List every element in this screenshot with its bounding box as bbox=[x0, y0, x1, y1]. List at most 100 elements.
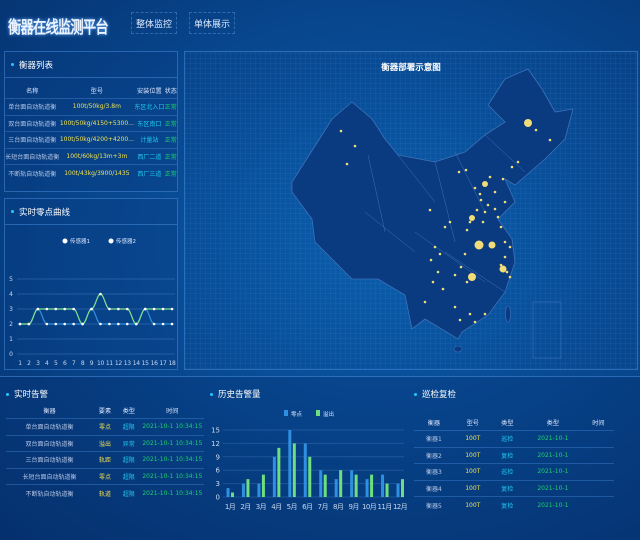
table-cell: 复检 bbox=[491, 446, 523, 464]
data-point bbox=[72, 322, 75, 326]
site-marker bbox=[481, 220, 485, 224]
table-cell: 100T bbox=[453, 446, 492, 464]
site-marker bbox=[496, 215, 500, 219]
data-point bbox=[152, 322, 156, 326]
device-list-panel: 衡器列表 名称 型号 安装位置 状态 单台面自动轨道衡 100t/50kg/3.8m 东区… bbox=[4, 51, 178, 192]
col-header: 型号 bbox=[90, 87, 104, 95]
site-marker bbox=[453, 305, 457, 309]
x-tick-label: 4 bbox=[45, 360, 49, 367]
site-marker bbox=[499, 263, 503, 267]
china-map[interactable] bbox=[185, 52, 639, 371]
table-row[interactable]: 不断轨自动轨道衡 轨道 超限 2021-10-1 10:34:15 bbox=[6, 484, 204, 501]
x-tick-label: 7 bbox=[72, 360, 76, 367]
table-cell: 100t/50kg/4150+5300... bbox=[59, 114, 135, 132]
x-tick-label: 5月 bbox=[287, 503, 297, 511]
x-tick-label: 7月 bbox=[318, 503, 328, 511]
site-marker bbox=[479, 198, 483, 202]
province-border bbox=[454, 151, 486, 213]
bar bbox=[292, 443, 296, 497]
x-tick-label: 12 bbox=[115, 360, 123, 367]
table-row[interactable]: 衡器5 100T 复检 2021-10-1 bbox=[414, 496, 614, 513]
data-point bbox=[125, 322, 129, 326]
inspection-panel: 巡检复检 衡器 型号 类型 类型 时间 衡器1 100T 巡检 2021-10-1 衡器2 100… bbox=[414, 388, 614, 513]
legend-marker bbox=[108, 238, 114, 244]
table-row[interactable]: 不断轨自动轨道衡 100t/43kg/3900/1435 西厂三道 正常 bbox=[5, 164, 177, 181]
table-cell: 东区南口 bbox=[134, 114, 165, 132]
table-row[interactable]: 单台面自动轨道衡 零点 超限 2021-10-1 10:34:15 bbox=[6, 418, 204, 435]
site-marker bbox=[469, 215, 475, 221]
site-marker bbox=[436, 270, 440, 274]
site-marker bbox=[499, 265, 507, 273]
table-cell bbox=[582, 446, 614, 464]
bar bbox=[303, 443, 307, 497]
table-row[interactable]: 双台面自动轨道衡 溢出 异常 2021-10-1 10:34:15 bbox=[6, 434, 204, 452]
table-row[interactable]: 三台面自动轨道衡 100t/50kg/4200+4200... 计量站 正常 bbox=[5, 131, 177, 148]
data-point bbox=[63, 322, 67, 326]
table-cell: 异常 bbox=[116, 434, 141, 452]
nav-single-view[interactable]: 单体展示 bbox=[189, 12, 235, 34]
x-tick-label: 6 bbox=[63, 360, 67, 367]
panel-title: 衡器列表 bbox=[19, 60, 54, 71]
site-marker bbox=[429, 258, 433, 262]
table-row[interactable]: 长短台面自动轨道衡 零点 超限 2021-10-1 10:34:15 bbox=[6, 467, 204, 485]
table-row[interactable]: 衡器1 100T 巡检 2021-10-1 bbox=[414, 430, 614, 447]
data-point bbox=[161, 307, 165, 311]
legend-marker bbox=[62, 238, 68, 244]
bullet-icon bbox=[11, 210, 14, 213]
table-row[interactable]: 三台面自动轨道衡 轨距 超限 2021-10-1 10:34:15 bbox=[6, 451, 204, 468]
table-row[interactable]: 长短台面自动轨道衡 100t/60kg/13m+3m 西厂二道 正常 bbox=[5, 147, 177, 165]
table-cell: 单台面自动轨道衡 bbox=[5, 98, 60, 115]
alarm-table: 衡器 要素 类型 时间 单台面自动轨道衡 零点 超限 2021-10-1 10:34:15 双… bbox=[6, 402, 204, 501]
x-tick-label: 14 bbox=[133, 360, 141, 367]
panel-title: 历史告警量 bbox=[218, 390, 261, 400]
table-cell: 复检 bbox=[491, 479, 523, 497]
table-cell: 2021-10-1 bbox=[522, 479, 583, 497]
panel-title: 实时零点曲线 bbox=[19, 207, 71, 218]
data-point bbox=[63, 307, 67, 311]
x-tick-label: 1 bbox=[18, 360, 22, 367]
nav-overall-monitor[interactable]: 整体监控 bbox=[131, 12, 177, 34]
bar bbox=[370, 474, 374, 497]
bar bbox=[396, 483, 400, 497]
table-cell: 不断轨自动轨道衡 bbox=[5, 164, 60, 181]
site-marker bbox=[510, 165, 514, 169]
table-row[interactable]: 衡器2 100T 复检 2021-10-1 bbox=[414, 446, 614, 464]
site-marker bbox=[448, 220, 452, 224]
site-marker bbox=[524, 119, 532, 127]
data-point bbox=[90, 307, 93, 311]
table-cell: 100T bbox=[453, 496, 492, 513]
site-marker bbox=[468, 220, 472, 224]
data-point bbox=[170, 322, 174, 326]
y-tick-label: 2 bbox=[9, 321, 13, 328]
bar bbox=[288, 430, 292, 497]
table-cell: 计量站 bbox=[134, 131, 165, 148]
site-marker bbox=[488, 175, 492, 179]
table-cell: 西厂二道 bbox=[134, 147, 165, 165]
table-cell: 西厂三道 bbox=[134, 164, 165, 181]
table-cell: 2021-10-1 10:34:15 bbox=[140, 418, 204, 435]
x-tick-label: 6月 bbox=[302, 503, 312, 511]
table-cell: 溢出 bbox=[93, 434, 117, 452]
data-point bbox=[99, 322, 102, 326]
data-point bbox=[81, 322, 84, 326]
data-point bbox=[54, 307, 58, 311]
table-row[interactable]: 衡器4 100T 复检 2021-10-1 bbox=[414, 479, 614, 497]
table-cell: 三台面自动轨道衡 bbox=[5, 131, 60, 148]
table-cell: 衡器5 bbox=[414, 496, 454, 513]
data-point bbox=[27, 322, 31, 326]
bullet-icon bbox=[6, 392, 9, 396]
site-marker bbox=[503, 255, 507, 259]
table-row[interactable]: 衡器3 100T 巡检 2021-10-1 bbox=[414, 463, 614, 480]
table-cell: 2021-10-1 bbox=[522, 463, 583, 480]
site-marker bbox=[505, 270, 509, 274]
data-point bbox=[108, 322, 111, 326]
table-row[interactable]: 双台面自动轨道衡 100t/50kg/4150+5300... 东区南口 正常 bbox=[5, 114, 177, 132]
panel-title: 实时告警 bbox=[14, 390, 49, 400]
site-marker bbox=[548, 138, 552, 142]
site-marker bbox=[508, 245, 512, 249]
x-tick-label: 13 bbox=[124, 360, 132, 367]
col-header: 名称 bbox=[26, 87, 39, 95]
x-tick-label: 2月 bbox=[240, 503, 250, 511]
col-header: 时间 bbox=[166, 407, 179, 415]
table-row[interactable]: 单台面自动轨道衡 100t/50kg/3.8m 东区北入口 正常 bbox=[5, 98, 177, 115]
